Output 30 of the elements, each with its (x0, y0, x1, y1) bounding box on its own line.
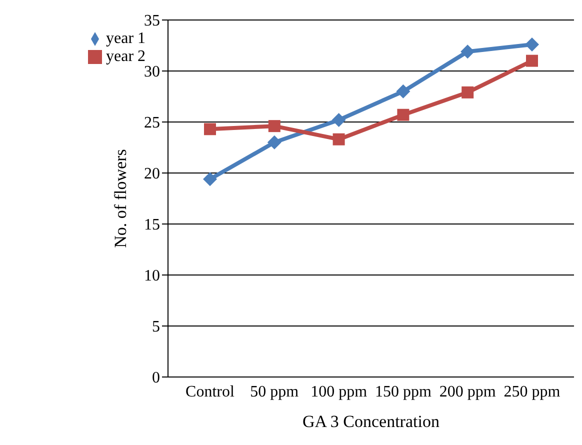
point (526, 54, 538, 67)
y-tick-label: 30 (144, 64, 160, 81)
point (397, 108, 410, 121)
point (332, 133, 345, 146)
point (396, 84, 410, 98)
y-tick-label: 25 (144, 114, 160, 132)
y-tick-label: 0 (152, 370, 160, 387)
x-tick-label: 250 ppm (504, 383, 561, 400)
point (204, 123, 216, 136)
x-tick-label: 200 ppm (439, 383, 496, 400)
point (203, 172, 217, 186)
point (332, 112, 346, 127)
y-tick-label: 20 (144, 166, 160, 183)
y-axis-title: No. of flowers (111, 149, 130, 248)
x-tick-label: 100 ppm (310, 383, 368, 400)
y-tick-label: 35 (144, 12, 160, 30)
x-axis-title: GA 3 Concentration (302, 412, 440, 431)
x-tick-label: Control (186, 383, 235, 400)
point (460, 44, 475, 59)
point (525, 37, 539, 52)
legend-label: year 2 (106, 48, 146, 65)
x-tick-label: 50 ppm (250, 383, 300, 400)
legend-label: year 1 (106, 30, 146, 47)
point (267, 135, 282, 150)
x-tick-label: 150 ppm (374, 383, 432, 400)
point (462, 86, 474, 98)
y-tick-label: 10 (144, 268, 160, 285)
y-tick-label: 15 (144, 216, 160, 234)
point (268, 120, 280, 132)
y-tick-label: 5 (152, 318, 160, 336)
